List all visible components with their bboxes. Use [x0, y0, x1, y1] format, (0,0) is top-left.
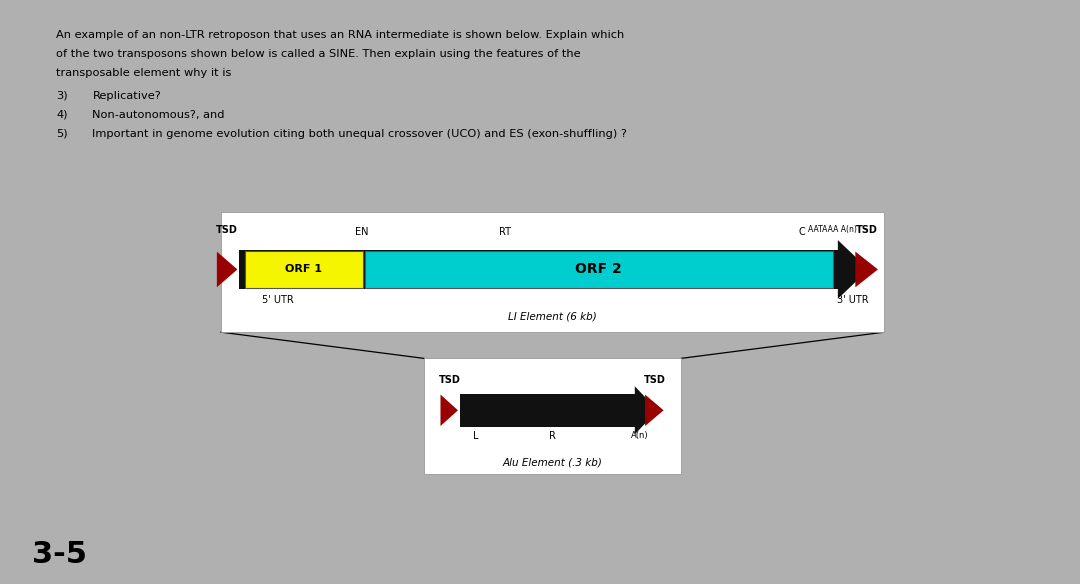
Text: transposable element why it is: transposable element why it is — [56, 68, 232, 78]
Text: RT: RT — [499, 227, 511, 237]
Bar — [221, 211, 885, 332]
Bar — [460, 394, 635, 427]
Text: 3): 3) — [56, 91, 68, 101]
Text: TSD: TSD — [644, 375, 665, 385]
Text: An example of an non-LTR retroposon that uses an RNA intermediate is shown below: An example of an non-LTR retroposon that… — [56, 30, 624, 40]
Text: 3' UTR: 3' UTR — [837, 294, 869, 305]
Text: A(n): A(n) — [631, 431, 649, 440]
Text: ORF 1: ORF 1 — [285, 265, 322, 274]
Text: Alu Element (.3 kb): Alu Element (.3 kb) — [502, 457, 603, 467]
Text: TSD: TSD — [438, 375, 461, 385]
Text: L: L — [473, 431, 478, 442]
Polygon shape — [441, 395, 458, 426]
Text: TSD: TSD — [855, 225, 878, 235]
Bar — [244, 251, 363, 288]
Bar — [424, 359, 681, 474]
Polygon shape — [635, 386, 658, 434]
Bar — [365, 251, 833, 288]
Text: ORF 2: ORF 2 — [576, 262, 622, 276]
Text: 5): 5) — [56, 128, 68, 138]
Bar — [240, 249, 838, 290]
Text: of the two transposons shown below is called a SINE. Then explain using the feat: of the two transposons shown below is ca… — [56, 49, 581, 59]
Polygon shape — [645, 395, 663, 426]
Text: LI Element (6 kb): LI Element (6 kb) — [509, 312, 597, 322]
Text: 3-5: 3-5 — [32, 540, 87, 569]
Text: C: C — [798, 227, 806, 237]
Text: R: R — [549, 431, 556, 442]
Text: Non-autonomous?, and: Non-autonomous?, and — [93, 110, 225, 120]
Polygon shape — [838, 240, 868, 299]
Text: Replicative?: Replicative? — [93, 91, 161, 101]
Polygon shape — [855, 252, 878, 287]
Text: Important in genome evolution citing both unequal crossover (UCO) and ES (exon-s: Important in genome evolution citing bot… — [93, 128, 627, 138]
Polygon shape — [217, 252, 238, 287]
Text: 4): 4) — [56, 110, 68, 120]
Text: EN: EN — [355, 227, 368, 237]
Text: 5' UTR: 5' UTR — [261, 294, 294, 305]
Text: AATAAA A(n): AATAAA A(n) — [808, 225, 858, 234]
Text: TSD: TSD — [216, 225, 238, 235]
